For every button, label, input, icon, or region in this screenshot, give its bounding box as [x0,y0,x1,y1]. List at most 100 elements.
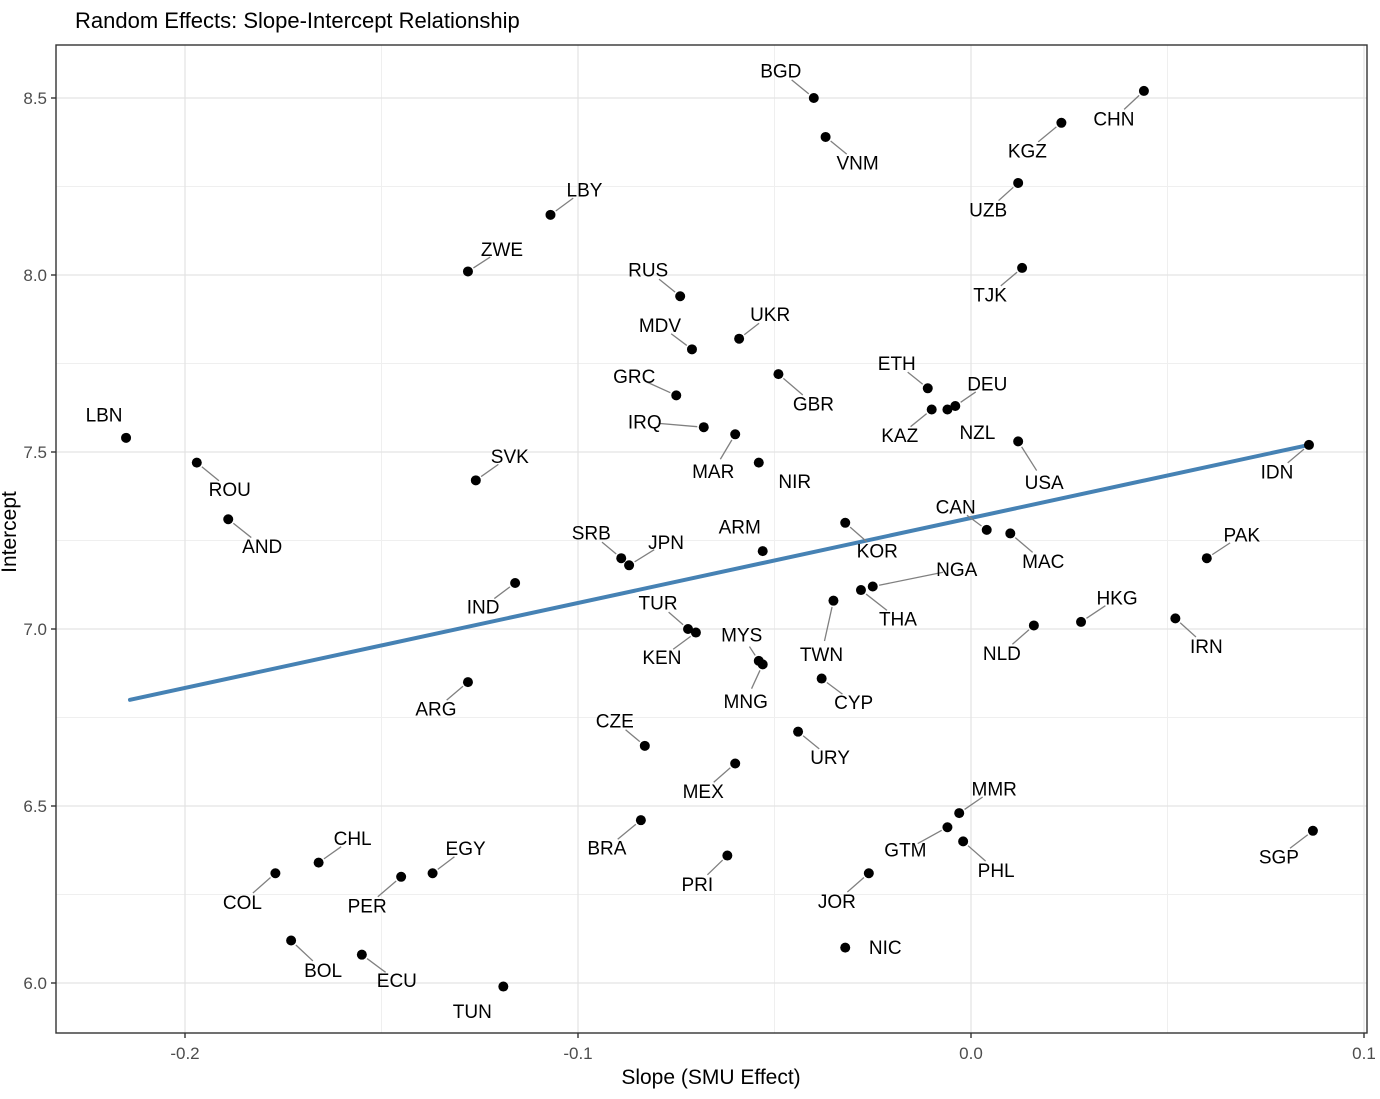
point-label-KGZ: KGZ [1008,141,1047,162]
point-label-TJK: TJK [973,285,1007,306]
x-tick-label-0.1: 0.1 [1352,1044,1376,1063]
point-label-ETH: ETH [878,354,916,375]
label-leader-ZWE [473,256,491,269]
label-leader-MAR [719,439,733,460]
point-label-LBY: LBY [567,180,603,201]
point-label-ARG: ARG [415,700,456,721]
point-label-NGA: NGA [936,560,978,581]
point-label-MEX: MEX [683,782,725,803]
y-tick-label-7.5: 7.5 [23,443,47,462]
label-leader-EGY [437,856,455,870]
point-label-KAZ: KAZ [881,426,918,447]
label-leader-KGZ [1037,126,1057,143]
point-label-ZWE: ZWE [481,240,523,261]
point-NIC [840,942,851,953]
label-leader-MDV [670,333,688,346]
point-THA [855,585,866,596]
chart-title: Random Effects: Slope-Intercept Relation… [75,8,520,33]
label-leader-MNG [750,670,761,689]
point-label-MAC: MAC [1022,552,1064,573]
label-leader-DEU [960,391,977,403]
label-leader-NGA [878,571,944,586]
panel-border [55,44,1368,1034]
point-label-MDV: MDV [639,316,682,337]
point-label-CYP: CYP [834,693,873,714]
y-axis-title: Intercept [0,491,21,573]
point-ECU [356,949,367,960]
point-label-IRQ: IRQ [628,413,662,434]
point-IRN [1170,613,1181,624]
point-BRA [635,815,646,826]
x-tick-label--0.1: -0.1 [563,1044,592,1063]
point-RUS [675,291,686,302]
point-label-LBN: LBN [86,405,123,426]
label-leader-NLD [1011,629,1030,645]
label-leader-PAK [1211,542,1231,556]
point-GRC [671,390,682,401]
label-leader-MAC [1014,537,1034,553]
point-GBR [773,369,784,380]
label-leader-AND [232,522,252,539]
label-leader-SVK [480,463,499,478]
point-label-SVK: SVK [491,447,529,468]
point-CYP [816,673,827,684]
point-MAC [1005,528,1016,539]
label-leader-RUS [658,278,676,293]
point-label-IDN: IDN [1261,462,1294,483]
point-PER [396,871,407,882]
point-CHL [313,857,324,868]
point-IND [510,577,521,588]
label-leader-CZE [625,729,641,743]
point-label-CZE: CZE [596,711,634,732]
point-label-PRI: PRI [681,875,713,896]
y-tick-label-8.5: 8.5 [23,89,47,108]
point-USA [1013,436,1024,447]
label-leader-MMR [964,796,984,810]
point-JOR [863,868,874,879]
point-label-SRB: SRB [572,524,611,545]
label-leader-UZB [998,186,1014,202]
point-KAZ [926,404,937,415]
point-label-TWN: TWN [800,645,843,666]
point-label-KEN: KEN [642,648,681,669]
point-ROU [191,457,202,468]
label-leader-GTM [917,829,943,845]
point-label-KOR: KOR [857,541,898,562]
label-leader-MYS [748,646,756,656]
label-leader-BOL [295,944,314,962]
label-leader-VNM [830,140,848,155]
point-label-MAR: MAR [692,462,734,483]
point-IRQ [698,422,709,433]
point-CZE [639,740,650,751]
label-leader-HKG [1086,605,1106,619]
label-leader-ETH [907,371,924,385]
point-label-DEU: DEU [967,374,1007,395]
label-leader-IRQ [658,422,698,428]
point-SVK [470,475,481,486]
point-label-NLD: NLD [983,644,1021,665]
x-axis-title: Slope (SMU Effect) [621,1066,801,1089]
label-leader-BRA [617,823,637,840]
point-label-CAN: CAN [936,497,976,518]
label-leader-PRI [706,859,724,876]
point-BOL [286,935,297,946]
point-label-UZB: UZB [969,200,1007,221]
x-tick-label-0.0: 0.0 [959,1044,983,1063]
point-UZB [1013,177,1024,188]
point-label-COL: COL [223,893,262,914]
plot-panel [56,45,1367,1033]
point-ARG [462,677,473,688]
point-CAN [981,524,992,535]
point-TJK [1017,262,1028,273]
point-label-THA: THA [879,610,917,631]
point-label-GBR: GBR [793,395,834,416]
point-label-HKG: HKG [1096,588,1137,609]
point-LBN [121,432,132,443]
point-label-JPN: JPN [648,533,684,554]
label-leader-UKR [743,322,760,336]
point-MAR [730,429,741,440]
y-tick-label-6.5: 6.5 [23,797,47,816]
point-SGP [1307,825,1318,836]
point-GTM [942,822,953,833]
